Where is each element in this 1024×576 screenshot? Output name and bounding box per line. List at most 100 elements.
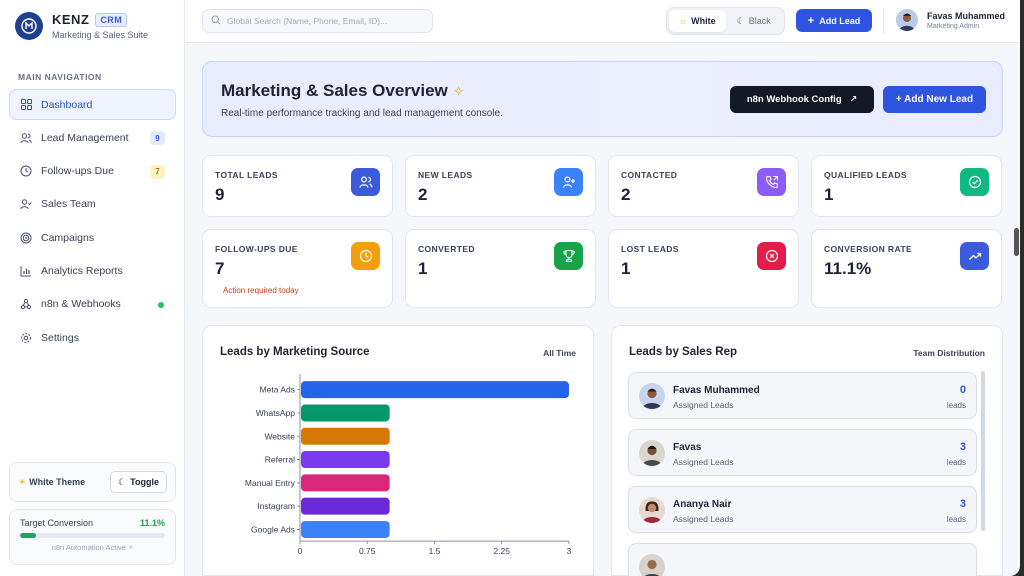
rep-panel-title: Leads by Sales Rep: [629, 346, 738, 358]
users-icon: [351, 168, 380, 196]
search-input[interactable]: [227, 16, 417, 26]
stat-value: 9: [215, 185, 225, 204]
source-panel-title: Leads by Marketing Source: [220, 346, 370, 358]
follow-up-count-badge: 7: [150, 164, 165, 179]
theme-toggle-button[interactable]: ☾ Toggle: [110, 471, 167, 493]
stat-label: QUALIFIED LEADS: [824, 170, 907, 180]
webhook-config-button[interactable]: n8n Webhook Config ↗: [730, 86, 874, 113]
sidebar-item-campaigns[interactable]: Campaigns: [9, 222, 176, 253]
rep-list-scrollbar[interactable]: [981, 371, 985, 531]
theme-card: ☀ White Theme ☾ Toggle: [9, 462, 176, 502]
target-conversion-card: Target Conversion 11.1% n8n Automation A…: [9, 509, 176, 565]
bar-chart-icon: [20, 265, 32, 277]
stat-label: NEW LEADS: [418, 170, 473, 180]
stat-label: CONTACTED: [621, 170, 678, 180]
rep-subtitle: Assigned Leads: [673, 457, 734, 467]
brand[interactable]: KENZ CRM Marketing & Sales Suite: [15, 12, 148, 40]
bar: [301, 474, 390, 492]
stat-card-total-leads[interactable]: TOTAL LEADS 9: [202, 155, 393, 217]
stat-label: TOTAL LEADS: [215, 170, 278, 180]
rep-card[interactable]: Ananya Nair Assigned Leads 3 leads: [628, 486, 977, 533]
theme-label: White Theme: [29, 477, 86, 487]
stat-card-new-leads[interactable]: NEW LEADS 2: [405, 155, 596, 217]
gear-icon: [20, 332, 32, 344]
stat-value: 2: [418, 185, 428, 204]
avatar: [639, 554, 665, 576]
stat-label: CONVERSION RATE: [824, 244, 913, 254]
rep-lead-unit: leads: [946, 401, 966, 410]
x-tick-label: 0.75: [359, 546, 376, 556]
rep-panel-meta: Team Distribution: [913, 348, 985, 358]
page-title: Marketing & Sales Overview: [221, 81, 448, 100]
theme-black-label: Black: [748, 16, 771, 26]
y-tick-label: Meta Ads: [260, 385, 295, 395]
rep-name: Favas: [673, 442, 702, 453]
theme-switch: ☼ White ☾ Black: [666, 7, 785, 35]
sparkle-icon: ✧: [452, 82, 465, 99]
rep-card-partial[interactable]: [628, 543, 977, 576]
add-new-lead-button[interactable]: + Add New Lead: [883, 86, 986, 113]
brand-subtitle: Marketing & Sales Suite: [52, 30, 149, 40]
y-tick-label: Website: [264, 431, 295, 441]
webhook-status-dot: [158, 301, 164, 308]
theme-white-option[interactable]: ☼ White: [669, 10, 726, 32]
page-scrollbar[interactable]: [1014, 228, 1019, 256]
sidebar-item-settings[interactable]: Settings: [9, 322, 176, 353]
bar: [301, 381, 569, 399]
stat-card-conversion-rate[interactable]: CONVERSION RATE 11.1%: [811, 229, 1002, 308]
sidebar: KENZ CRM Marketing & Sales Suite MAIN NA…: [0, 0, 185, 576]
rep-name: Favas Muhammed: [673, 385, 760, 396]
user-menu[interactable]: Favas Muhammed Marketing Admin: [896, 9, 1005, 31]
y-tick-label: Referral: [265, 455, 295, 465]
source-bar-chart: Meta Ads WhatsApp Website Referral Manual En…: [245, 374, 572, 556]
sun-icon: ☀: [18, 476, 27, 487]
trending-up-icon: [960, 242, 989, 270]
add-lead-button[interactable]: + Add Lead: [796, 9, 872, 32]
page-subtitle: Real-time performance tracking and lead …: [221, 108, 503, 119]
toggle-label: Toggle: [130, 477, 159, 487]
stat-card-qualified-leads[interactable]: QUALIFIED LEADS 1: [811, 155, 1002, 217]
stat-label: FOLLOW-UPS DUE: [215, 244, 298, 254]
leads-by-source-panel: Leads by Marketing Source All Time Meta …: [202, 325, 594, 576]
nav-heading: MAIN NAVIGATION: [18, 72, 102, 82]
sidebar-item-label: Dashboard: [41, 98, 93, 111]
stat-value: 2: [621, 185, 631, 204]
x-tick-label: 3: [567, 546, 572, 556]
rep-subtitle: Assigned Leads: [673, 400, 734, 410]
global-search: [202, 9, 433, 33]
rep-card[interactable]: Favas Muhammed Assigned Leads 0 leads: [628, 372, 977, 419]
avatar: [639, 497, 665, 523]
target-label: Target Conversion: [20, 518, 94, 528]
rep-lead-count: 3: [959, 441, 966, 453]
sidebar-item-label: Analytics Reports: [41, 264, 123, 277]
sun-icon: ☼: [678, 16, 688, 26]
y-tick-label: Google Ads: [251, 524, 295, 534]
sidebar-item-sales-team[interactable]: Sales Team: [9, 189, 176, 220]
phone-icon: [757, 168, 786, 196]
stat-card-lost-leads[interactable]: LOST LEADS 1: [608, 229, 799, 308]
y-tick-label: WhatsApp: [256, 408, 295, 418]
users-icon: [20, 132, 32, 144]
rep-name: Ananya Nair: [673, 499, 732, 510]
stat-card-follow-ups-due[interactable]: FOLLOW-UPS DUE 7 Action required today: [202, 229, 393, 308]
stat-card-converted[interactable]: CONVERTED 1: [405, 229, 596, 308]
brand-logo-icon: [15, 12, 43, 40]
sidebar-item-analytics-reports[interactable]: Analytics Reports: [9, 255, 176, 286]
y-tick-label: Manual Entry: [245, 478, 296, 488]
rep-card[interactable]: Favas Assigned Leads 3 leads: [628, 429, 977, 476]
sidebar-item-webhooks[interactable]: n8n & Webhooks: [9, 289, 176, 320]
sidebar-item-follow-ups[interactable]: Follow-ups Due 7: [9, 156, 176, 187]
clock-icon: [351, 242, 380, 270]
stat-card-contacted[interactable]: CONTACTED 2: [608, 155, 799, 217]
theme-black-option[interactable]: ☾ Black: [726, 10, 783, 32]
bar: [301, 497, 390, 515]
target-icon: [20, 232, 32, 244]
bar: [301, 451, 390, 469]
bar: [301, 404, 390, 422]
moon-icon: ☾: [118, 476, 127, 487]
sidebar-item-lead-management[interactable]: Lead Management 9: [9, 122, 176, 153]
stat-value: 11.1%: [824, 259, 872, 278]
avatar: [639, 383, 665, 409]
sidebar-item-dashboard[interactable]: Dashboard: [9, 89, 176, 120]
